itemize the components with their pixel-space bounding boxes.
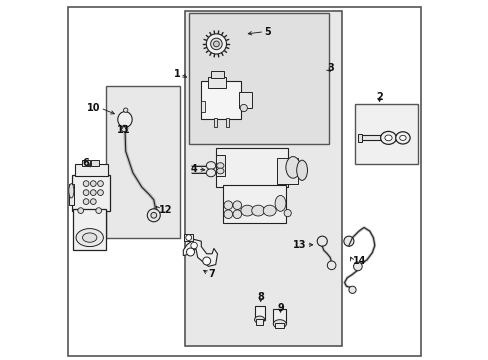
Ellipse shape bbox=[203, 257, 210, 265]
Ellipse shape bbox=[69, 184, 74, 198]
Ellipse shape bbox=[395, 132, 409, 144]
Bar bbox=[254, 306, 264, 320]
Bar bbox=[256, 319, 263, 325]
Bar bbox=[226, 118, 229, 127]
Bar bbox=[239, 92, 251, 108]
Ellipse shape bbox=[284, 210, 291, 217]
Bar bbox=[185, 11, 341, 346]
Ellipse shape bbox=[83, 199, 89, 204]
Ellipse shape bbox=[273, 320, 285, 328]
Ellipse shape bbox=[399, 135, 406, 140]
Text: 12: 12 bbox=[159, 204, 172, 215]
Text: 9: 9 bbox=[277, 303, 284, 313]
Bar bbox=[359, 135, 381, 140]
Bar bbox=[69, 184, 74, 205]
Text: 3: 3 bbox=[326, 63, 333, 73]
Bar bbox=[188, 13, 328, 144]
Ellipse shape bbox=[285, 157, 300, 178]
Ellipse shape bbox=[240, 104, 247, 112]
Bar bbox=[73, 209, 106, 250]
Ellipse shape bbox=[185, 235, 191, 240]
Ellipse shape bbox=[348, 286, 355, 293]
Ellipse shape bbox=[380, 131, 396, 144]
Text: 8: 8 bbox=[257, 292, 264, 302]
Ellipse shape bbox=[96, 208, 102, 213]
Bar bbox=[72, 175, 110, 211]
Bar bbox=[75, 164, 107, 176]
Ellipse shape bbox=[263, 205, 276, 216]
Ellipse shape bbox=[343, 236, 353, 246]
Ellipse shape bbox=[90, 181, 96, 186]
Text: 5: 5 bbox=[264, 27, 270, 37]
Bar bbox=[223, 185, 285, 223]
Ellipse shape bbox=[151, 212, 156, 218]
Bar bbox=[201, 81, 241, 119]
Text: 13: 13 bbox=[292, 240, 306, 250]
Text: 4: 4 bbox=[190, 164, 197, 174]
Bar bbox=[106, 86, 179, 238]
Bar bbox=[91, 160, 99, 166]
Ellipse shape bbox=[186, 248, 194, 256]
Ellipse shape bbox=[206, 34, 226, 54]
Bar bbox=[215, 155, 224, 176]
Ellipse shape bbox=[251, 205, 264, 216]
Ellipse shape bbox=[210, 38, 222, 50]
Ellipse shape bbox=[83, 181, 89, 186]
Text: 11: 11 bbox=[117, 125, 130, 135]
Bar bbox=[275, 323, 284, 328]
Bar bbox=[208, 77, 225, 88]
Ellipse shape bbox=[384, 135, 391, 141]
Ellipse shape bbox=[213, 41, 219, 47]
Ellipse shape bbox=[224, 210, 232, 219]
Ellipse shape bbox=[90, 190, 96, 195]
Ellipse shape bbox=[216, 168, 224, 174]
Ellipse shape bbox=[206, 162, 215, 170]
Ellipse shape bbox=[190, 242, 197, 249]
Text: 14: 14 bbox=[352, 256, 365, 266]
Ellipse shape bbox=[206, 169, 215, 177]
Ellipse shape bbox=[82, 233, 97, 242]
Text: 10: 10 bbox=[87, 103, 101, 113]
Bar bbox=[213, 118, 216, 127]
Ellipse shape bbox=[275, 195, 285, 211]
Ellipse shape bbox=[98, 190, 103, 195]
Ellipse shape bbox=[216, 163, 224, 168]
Ellipse shape bbox=[118, 112, 132, 127]
Ellipse shape bbox=[296, 160, 307, 180]
Bar bbox=[200, 101, 204, 112]
Ellipse shape bbox=[98, 181, 103, 186]
Ellipse shape bbox=[232, 210, 241, 219]
Bar bbox=[273, 309, 285, 324]
Ellipse shape bbox=[232, 201, 241, 210]
Text: 1: 1 bbox=[173, 69, 180, 79]
Ellipse shape bbox=[147, 209, 160, 222]
Bar bbox=[276, 158, 298, 184]
Bar bbox=[357, 134, 361, 142]
Ellipse shape bbox=[83, 190, 89, 195]
Text: 6: 6 bbox=[82, 158, 89, 168]
Text: 2: 2 bbox=[375, 92, 382, 102]
Ellipse shape bbox=[326, 261, 335, 270]
Ellipse shape bbox=[254, 316, 264, 323]
Ellipse shape bbox=[317, 236, 326, 246]
Ellipse shape bbox=[90, 199, 96, 204]
Ellipse shape bbox=[224, 201, 232, 210]
Bar bbox=[210, 71, 223, 78]
Bar bbox=[355, 104, 418, 164]
Bar bbox=[184, 234, 193, 241]
Ellipse shape bbox=[121, 125, 127, 132]
Polygon shape bbox=[183, 239, 217, 266]
Bar bbox=[81, 160, 89, 166]
Ellipse shape bbox=[76, 229, 103, 247]
Ellipse shape bbox=[123, 108, 127, 112]
Ellipse shape bbox=[353, 262, 362, 271]
Text: 7: 7 bbox=[208, 269, 215, 279]
Ellipse shape bbox=[78, 208, 83, 213]
Bar bbox=[215, 148, 287, 187]
Ellipse shape bbox=[241, 205, 253, 216]
